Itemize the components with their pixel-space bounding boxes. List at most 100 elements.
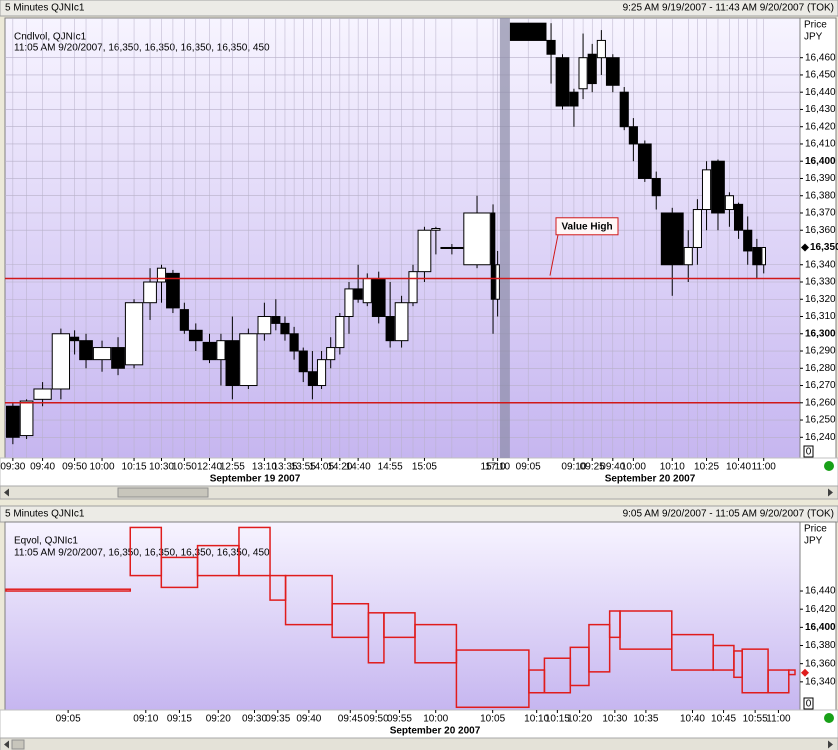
y-tick-label: 16,440 (805, 87, 836, 98)
y-tick-label: 16,310 (805, 311, 836, 322)
candle-body (257, 316, 272, 335)
x-tick-label: 09:45 (338, 714, 363, 725)
x-tick-label: 10:55 (743, 714, 768, 725)
scrollbar-track[interactable] (0, 737, 838, 750)
plot-area (4, 521, 801, 711)
candle-body (124, 302, 144, 366)
candle-body (143, 281, 157, 304)
x-tick-label: 12:40 (197, 462, 222, 473)
candle-body (596, 39, 606, 59)
volume-scale-box (803, 697, 814, 710)
time-axis (0, 709, 838, 739)
pane-range: 9:05 AM 9/20/2007 - 11:05 AM 9/20/2007 (… (623, 509, 834, 520)
x-tick-label: 09:20 (206, 714, 231, 725)
x-tick-label: 09:10 (133, 714, 158, 725)
candle-body (166, 272, 180, 309)
y-tick-label: 16,460 (805, 52, 836, 63)
x-tick-label: 10:00 (90, 462, 115, 473)
last-price-label: 16,350 (810, 242, 838, 253)
y-tick-label: 16,380 (805, 640, 836, 651)
candle-body (724, 195, 734, 211)
candle-body (335, 316, 345, 349)
candle-body (761, 246, 766, 266)
y-tick-label: 16,270 (805, 380, 836, 391)
candle-body (239, 333, 258, 387)
candle-body (743, 229, 753, 252)
candle-body (316, 359, 327, 387)
y-tick-label: 16,380 (805, 190, 836, 201)
scroll-left[interactable] (4, 488, 9, 497)
candle-body (385, 316, 395, 342)
x-tick-label: 10:10 (524, 714, 549, 725)
price-axis (799, 521, 837, 711)
candle-body (394, 302, 409, 342)
x-tick-label: 13:35 (272, 462, 297, 473)
status-light (824, 461, 834, 471)
y-tick-label: 16,370 (805, 208, 836, 219)
candle-body (660, 212, 684, 266)
equivolume-box (767, 669, 790, 694)
y-tick-label: 16,290 (805, 346, 836, 357)
y-tick-label: 16,360 (805, 658, 836, 669)
legend-text: Eqvol, QJNIc1 (14, 536, 78, 547)
equivolume-box (414, 623, 458, 664)
candle-body (578, 57, 588, 90)
scroll-right[interactable] (828, 740, 833, 749)
candle-body (202, 341, 217, 361)
x-tick-label: 09:40 (600, 462, 625, 473)
candle-body (733, 203, 744, 231)
annotation-leader (549, 234, 559, 276)
scrollbar-thumb[interactable] (117, 487, 209, 498)
candle-body (280, 322, 290, 335)
annotation-text: Value High (561, 221, 612, 232)
x-tick-label: 09:50 (364, 714, 389, 725)
scrollbar-thumb[interactable] (11, 739, 25, 750)
volume-scale-label: 0 (806, 447, 812, 458)
candle-body (431, 228, 441, 231)
scrollbar-track[interactable] (0, 485, 838, 500)
x-tick-label: 09:10 (561, 462, 586, 473)
pane-title: 5 Minutes QJNIc1 (5, 3, 85, 14)
equivolume-box (588, 623, 611, 673)
scroll-left[interactable] (4, 740, 9, 749)
x-tick-label: 10:15 (122, 462, 147, 473)
equivolume-box (284, 574, 333, 626)
candle-body (711, 160, 725, 214)
x-tick-label: 15:05 (412, 462, 437, 473)
candle-body (111, 347, 125, 369)
equivolume-box (619, 610, 673, 650)
y-tick-label: 16,340 (805, 259, 836, 270)
candle-body (92, 347, 112, 361)
candle-body (692, 209, 702, 248)
x-tick-label: 10:20 (567, 714, 592, 725)
x-tick-label: 10:00 (423, 714, 448, 725)
y-axis-label: Price (804, 524, 827, 535)
volume-scale-label: 0 (806, 699, 812, 710)
x-tick-label: 09:40 (30, 462, 55, 473)
y-tick-label: 16,410 (805, 139, 836, 150)
candle-body (19, 400, 34, 437)
candle-body (216, 340, 226, 361)
candle-body (509, 22, 547, 41)
legend-text: 11:05 AM 9/20/2007, 16,350, 16,350, 16,3… (14, 43, 270, 54)
y-tick-label: 16,280 (805, 363, 836, 374)
candle-body (701, 169, 712, 211)
candle-body (555, 57, 570, 107)
equivolume-box (129, 526, 163, 577)
x-tick-label: 13:55 (291, 462, 316, 473)
x-tick-label: 10:00 (621, 462, 646, 473)
scroll-right[interactable] (828, 488, 833, 497)
candle-body (225, 340, 240, 387)
date-label: September 20 2007 (605, 474, 696, 485)
candle-body (587, 53, 597, 85)
x-tick-label: 10:15 (545, 714, 570, 725)
pane-title: 5 Minutes QJNIc1 (5, 509, 85, 520)
x-tick-label: 09:15 (167, 714, 192, 725)
date-label: September 19 2007 (210, 474, 301, 485)
candle-body (546, 39, 556, 55)
candle-body (683, 246, 693, 266)
x-tick-label: 10:50 (172, 462, 197, 473)
candle-body (271, 316, 281, 324)
x-tick-label: 14:20 (327, 462, 352, 473)
candle-body (307, 371, 317, 387)
